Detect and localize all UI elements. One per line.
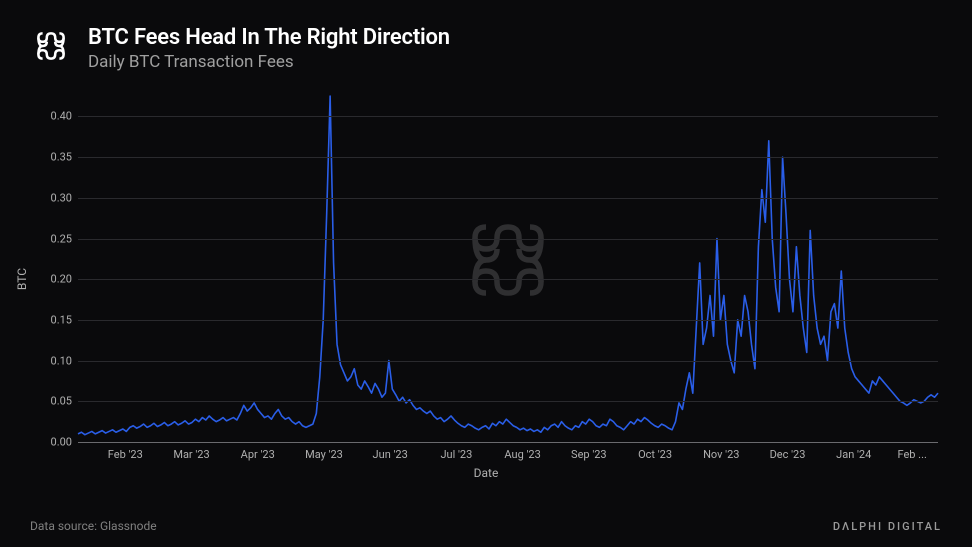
x-tick-label: Mar '23 (173, 442, 209, 461)
x-tick-label: Aug '23 (504, 442, 540, 461)
data-series-line (78, 96, 938, 435)
grid-line (78, 239, 938, 240)
x-tick-label: Oct '23 (638, 442, 672, 461)
data-source-label: Data source: Glassnode (30, 519, 157, 533)
x-tick-label: Feb '23 (108, 442, 143, 461)
x-tick-label: May '23 (305, 442, 343, 461)
x-tick-label: Jun '23 (373, 442, 408, 461)
brand-logo-icon (30, 25, 72, 67)
y-tick-label: 0.05 (51, 395, 78, 408)
x-axis-label: Date (474, 466, 499, 480)
grid-line (78, 279, 938, 280)
grid-line (78, 116, 938, 117)
x-tick-label: Sep '23 (571, 442, 607, 461)
y-axis-label: BTC (15, 268, 29, 290)
chart-area: BTC 0.000.050.100.150.200.250.300.350.40… (30, 84, 942, 474)
grid-line (78, 320, 938, 321)
y-tick-label: 0.15 (51, 313, 78, 326)
y-tick-label: 0.00 (51, 436, 78, 449)
grid-line (78, 401, 938, 402)
x-tick-label: Apr '23 (241, 442, 275, 461)
chart-header: BTC Fees Head In The Right Direction Dai… (30, 25, 942, 72)
grid-line (78, 157, 938, 158)
y-tick-label: 0.40 (51, 110, 78, 123)
y-tick-label: 0.25 (51, 232, 78, 245)
line-chart-svg (78, 92, 938, 442)
x-tick-label: Jan '24 (836, 442, 871, 461)
x-tick-label: Nov '23 (703, 442, 739, 461)
brand-label: DΛLPHI DIGITAL (833, 520, 942, 533)
chart-title: BTC Fees Head In The Right Direction (88, 25, 450, 50)
x-tick-label: Jul '23 (440, 442, 472, 461)
grid-line (78, 361, 938, 362)
y-tick-label: 0.10 (51, 354, 78, 367)
y-tick-label: 0.35 (51, 151, 78, 164)
x-tick-label: Feb ... (897, 442, 926, 461)
chart-footer: Data source: Glassnode DΛLPHI DIGITAL (30, 519, 942, 533)
x-tick-label: Dec '23 (770, 442, 806, 461)
chart-subtitle: Daily BTC Transaction Fees (88, 52, 450, 72)
grid-line (78, 198, 938, 199)
y-tick-label: 0.20 (51, 273, 78, 286)
y-tick-label: 0.30 (51, 191, 78, 204)
